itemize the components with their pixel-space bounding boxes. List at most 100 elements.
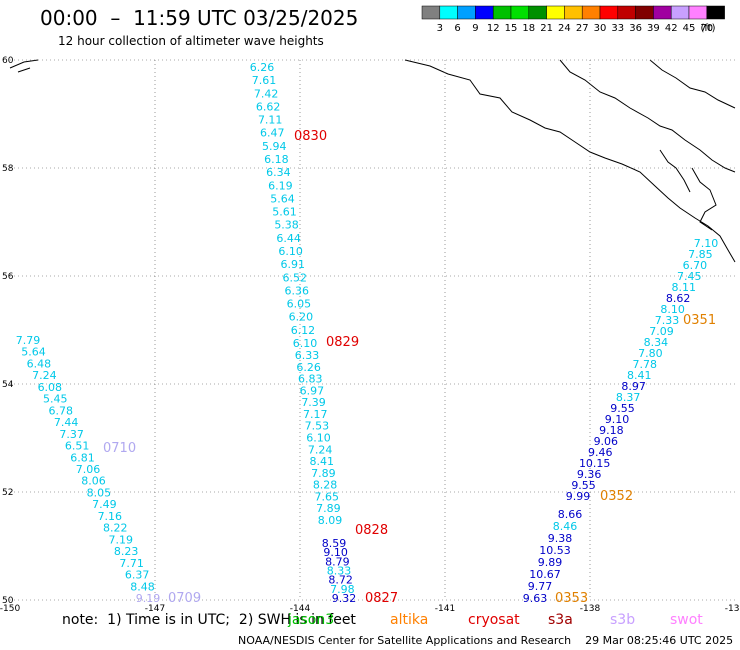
wave-height-value: 9.55 <box>610 402 635 415</box>
wave-height-value: 9.18 <box>599 424 624 437</box>
wave-height-value: 9.10 <box>605 413 630 426</box>
wave-height-value: 7.65 <box>314 490 339 503</box>
wave-height-value: 8.23 <box>114 545 139 558</box>
wave-height-value: 6.33 <box>295 349 320 362</box>
wave-height-value: 9.89 <box>538 556 563 569</box>
wave-height-value: 9.55 <box>571 479 596 492</box>
wave-height-value: 6.10 <box>306 432 331 445</box>
wave-height-value: 6.37 <box>125 569 150 582</box>
legend-tick-label: 24 <box>558 23 571 34</box>
wave-height-value: 8.97 <box>621 380 646 393</box>
lat-tick-label: 58 <box>2 164 14 174</box>
wave-height-value: 7.42 <box>254 87 279 100</box>
wave-height-value: 6.19 <box>268 179 293 192</box>
wave-height-value: 8.66 <box>558 508 583 521</box>
coastline <box>9 59 736 263</box>
wave-height-value: 7.39 <box>301 396 326 409</box>
lon-tick-label: -138 <box>580 604 601 614</box>
wave-height-value: 7.24 <box>308 443 333 456</box>
wave-height-value: 7.37 <box>59 428 84 441</box>
wave-height-value: 8.06 <box>81 475 106 488</box>
wave-height-value: 7.89 <box>316 502 341 515</box>
wave-height-value: 10.67 <box>529 568 561 581</box>
wave-height-value: 6.97 <box>300 384 325 397</box>
wave-height-value: 6.62 <box>256 100 281 113</box>
legend-tick-label: 18 <box>522 23 535 34</box>
wave-height-value: 8.46 <box>553 520 578 533</box>
wave-height-value: 7.24 <box>32 369 57 382</box>
pass-time-label: 0351 <box>683 313 716 328</box>
wave-height-value: 8.34 <box>644 336 669 349</box>
pass-time-label: 0710 <box>103 441 136 456</box>
wave-height-value: 6.83 <box>298 373 323 386</box>
wave-height-value: 7.85 <box>688 248 713 261</box>
map-subtitle: 12 hour collection of altimeter wave hei… <box>58 34 324 48</box>
legend-tick-label: 33 <box>611 23 624 34</box>
wave-height-value: 7.79 <box>16 334 41 347</box>
wave-height-value: 9.77 <box>528 580 553 593</box>
wave-height-value: 7.49 <box>92 498 117 511</box>
wave-height-value: 6.10 <box>293 337 318 350</box>
legend-tick-label: 21 <box>540 23 553 34</box>
legend-tick-label: 15 <box>505 23 518 34</box>
color-legend: 3 6 9 12 15 18 21 24 27 30 33 36 39 42 45 70(ft) <box>421 5 725 34</box>
satellite-s3a: s3a <box>548 612 573 628</box>
pass-time-label: 0352 <box>600 489 633 504</box>
wave-height-value: 6.26 <box>250 61 275 74</box>
lat-tick-label: 52 <box>2 488 13 498</box>
wave-height-value: 7.06 <box>76 463 101 476</box>
lon-tick-label: -135 <box>725 604 740 614</box>
wave-height-value: 9.06 <box>594 435 619 448</box>
wave-height-value: 7.53 <box>305 420 330 433</box>
pass-time-label: 0828 <box>355 523 388 538</box>
wave-height-value: 8.10 <box>660 303 685 316</box>
legend-tick-label: 36 <box>629 23 642 34</box>
wave-height-value: 7.10 <box>694 237 719 250</box>
legend-tick-label: 39 <box>647 23 660 34</box>
footer-note: note: 1) Time is in UTC; 2) SWH is in fe… <box>62 612 356 628</box>
lat-tick-label: 50 <box>2 596 14 606</box>
wave-height-value: 6.70 <box>683 259 708 272</box>
legend-tick-label: 12 <box>487 23 500 34</box>
wave-height-value: 10.15 <box>579 457 611 470</box>
wave-height-value: 7.71 <box>119 557 144 570</box>
wave-height-value: 8.09 <box>318 514 343 527</box>
wave-height-value: 6.20 <box>289 311 314 324</box>
pass-time-label: 0829 <box>326 335 359 350</box>
wave-height-value: 6.48 <box>27 357 52 370</box>
satellite-jason3: jason3 <box>288 612 335 628</box>
wave-height-value: 5.61 <box>272 206 297 219</box>
wave-height-value: 6.44 <box>276 232 301 245</box>
wave-height-value: 6.47 <box>260 127 285 140</box>
legend-tick-label: 70 <box>700 23 713 34</box>
wave-height-value: 9.32 <box>332 592 357 605</box>
wave-height-value: 5.94 <box>262 140 287 153</box>
satellite-track: 8.599.108.798.338.727.989.32 0828 <box>322 523 388 605</box>
wave-height-value: 7.09 <box>649 325 674 338</box>
wave-height-value: 7.17 <box>303 408 328 421</box>
legend-tick-label: 27 <box>576 23 589 34</box>
wave-height-value: 7.44 <box>54 416 79 429</box>
wave-height-value: 6.81 <box>70 451 95 464</box>
wave-height-value: 7.78 <box>633 358 658 371</box>
pass-time-label: 0830 <box>294 129 327 144</box>
wave-height-value: 9.99 <box>566 490 591 503</box>
pass-time-label: 0827 <box>365 591 398 606</box>
wave-height-value: 7.98 <box>330 583 355 596</box>
wave-height-value: 6.34 <box>266 166 291 179</box>
wave-height-value: 8.41 <box>310 455 335 468</box>
wave-height-value: 9.36 <box>577 468 602 481</box>
satellite-track: 0827 <box>365 591 398 606</box>
wave-height-value: 8.11 <box>671 281 696 294</box>
wave-height-value: 7.11 <box>258 114 283 127</box>
map-title: 00:00 – 11:59 UTC 03/25/2025 <box>40 6 359 30</box>
wave-height-value: 8.22 <box>103 522 128 535</box>
lon-tick-label: -147 <box>145 604 165 614</box>
wave-height-value: 8.79 <box>325 555 350 568</box>
legend-tick-label: 45 <box>683 23 696 34</box>
wave-height-value: 8.62 <box>666 292 691 305</box>
wave-height-value: 8.37 <box>616 391 641 404</box>
wave-height-value: 6.10 <box>278 245 303 258</box>
pass-time-label: 0353 <box>555 591 588 606</box>
